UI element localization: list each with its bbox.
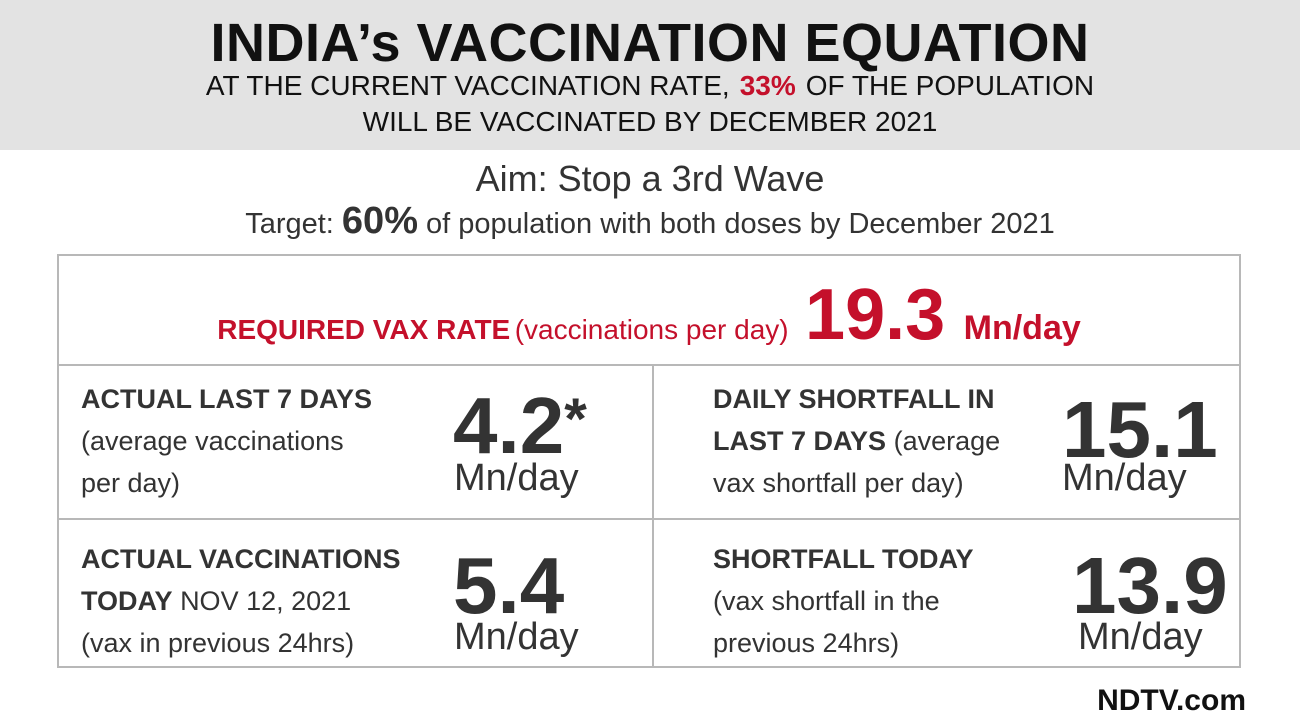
cell-shortfall-today-value: 13.9 bbox=[1072, 541, 1228, 630]
cell-shortfall-today-unit: Mn/day bbox=[1078, 616, 1203, 658]
subtitle-prefix: AT THE CURRENT VACCINATION RATE, bbox=[205, 70, 730, 101]
required-rate-desc: (vaccinations per day) bbox=[514, 314, 789, 345]
target-text: Target: 60% of population with both dose… bbox=[0, 200, 1300, 243]
divider bbox=[652, 364, 654, 666]
subtitle-percent: 33% bbox=[739, 70, 796, 101]
cell-label-bold: DAILY SHORTFALL IN bbox=[713, 384, 995, 414]
cell-actual-today-label: ACTUAL VACCINATIONS TODAY NOV 12, 2021 (… bbox=[81, 538, 401, 664]
required-rate-label: REQUIRED VAX RATE bbox=[217, 314, 511, 345]
cell-label-text: NOV 12, 2021 bbox=[180, 586, 352, 616]
cell-label-text: (vax in previous 24hrs) bbox=[81, 628, 355, 658]
cell-label-bold: ACTUAL LAST 7 DAYS bbox=[81, 384, 373, 414]
cell-actual-today-unit: Mn/day bbox=[454, 616, 579, 658]
ndtv-logo: NDTV.com bbox=[1097, 684, 1246, 717]
cell-label-text: previous 24hrs) bbox=[713, 628, 900, 658]
cell-label-bold: SHORTFALL TODAY bbox=[713, 544, 974, 574]
header-subtitle-line1: AT THE CURRENT VACCINATION RATE, 33% OF TH… bbox=[0, 70, 1300, 102]
required-rate-row: REQUIRED VAX RATE (vaccinations per day)… bbox=[59, 274, 1239, 364]
required-rate-value: 19.3 bbox=[805, 275, 946, 355]
cell-label-bold: ACTUAL VACCINATIONS bbox=[81, 544, 401, 574]
cell-shortfall-today-label: SHORTFALL TODAY (vax shortfall in the pr… bbox=[713, 538, 974, 664]
cell-actual-7days-unit: Mn/day bbox=[454, 457, 579, 499]
divider bbox=[59, 364, 1239, 366]
cell-label-bold: TODAY bbox=[81, 586, 173, 616]
cell-actual-7days-label: ACTUAL LAST 7 DAYS (average vaccinations… bbox=[81, 378, 372, 504]
cell-actual-today-value: 5.4 bbox=[453, 541, 565, 630]
value-number: 4.2 bbox=[453, 381, 565, 470]
stats-grid: REQUIRED VAX RATE (vaccinations per day)… bbox=[57, 254, 1241, 668]
cell-daily-shortfall-unit: Mn/day bbox=[1062, 457, 1187, 499]
cell-label-text: (average bbox=[893, 426, 1001, 456]
page-title: INDIA’s VACCINATION EQUATION bbox=[210, 13, 1090, 73]
header-subtitle-line2: WILL BE VACCINATED BY DECEMBER 2021 bbox=[362, 106, 938, 137]
target-prefix: Target: bbox=[245, 208, 334, 240]
required-rate-unit: Mn/day bbox=[963, 309, 1081, 347]
header-banner: INDIA’s VACCINATION EQUATION AT THE CURR… bbox=[0, 0, 1300, 150]
subtitle-suffix: OF THE POPULATION bbox=[805, 70, 1095, 101]
cell-actual-7days-value: 4.2* bbox=[453, 386, 587, 466]
cell-label-text: (average vaccinations bbox=[81, 426, 344, 456]
cell-label-text: per day) bbox=[81, 468, 181, 498]
cell-label-text: (vax shortfall in the bbox=[713, 586, 940, 616]
target-percent: 60% bbox=[341, 200, 418, 242]
aim-text: Aim: Stop a 3rd Wave bbox=[475, 158, 825, 199]
cell-label-bold: LAST 7 DAYS bbox=[713, 426, 887, 456]
cell-daily-shortfall-value: 15.1 bbox=[1062, 385, 1218, 474]
footnote-asterisk: * bbox=[564, 387, 587, 452]
cell-daily-shortfall-label: DAILY SHORTFALL IN LAST 7 DAYS (average … bbox=[713, 378, 1000, 504]
divider bbox=[59, 518, 1239, 520]
target-suffix: of population with both doses by Decembe… bbox=[426, 208, 1055, 240]
cell-label-text: vax shortfall per day) bbox=[713, 468, 964, 498]
